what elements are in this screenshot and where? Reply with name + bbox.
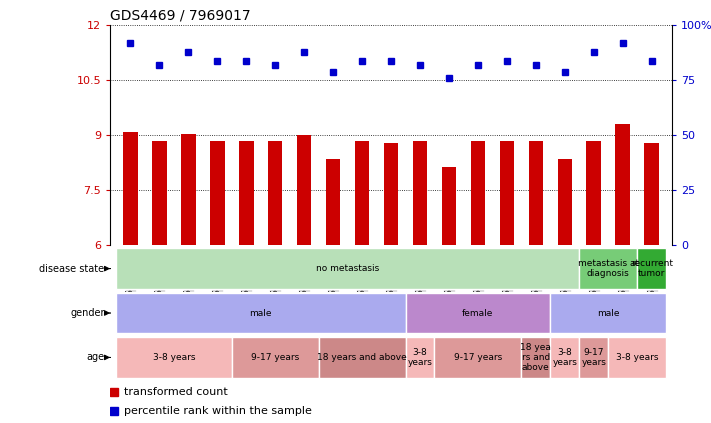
Text: 9-17 years: 9-17 years [251,353,299,362]
Text: recurrent
tumor: recurrent tumor [631,259,673,278]
Bar [152,141,166,245]
Text: male: male [597,308,619,318]
Text: male: male [250,308,272,318]
Bar [637,248,666,289]
Bar [471,141,485,245]
Bar [557,159,572,245]
Bar [528,141,543,245]
Bar [319,337,405,378]
Text: transformed count: transformed count [124,387,228,397]
Bar [521,337,550,378]
Bar [210,141,225,245]
Bar [326,159,341,245]
Bar [355,141,369,245]
Text: female: female [462,308,493,318]
Bar [181,134,196,245]
Bar [116,337,232,378]
Text: 3-8 years: 3-8 years [616,353,658,362]
Bar [232,337,319,378]
Bar [434,337,521,378]
Bar [550,337,579,378]
Bar [116,248,579,289]
Bar [550,293,666,333]
Text: disease state: disease state [40,264,105,274]
Bar [268,141,282,245]
Bar [500,141,514,245]
Bar [405,337,434,378]
Text: no metastasis: no metastasis [316,264,379,273]
Bar [579,337,608,378]
Bar [644,143,659,245]
Text: 18 yea
rs and
above: 18 yea rs and above [520,343,551,372]
Text: 9-17 years: 9-17 years [454,353,502,362]
Bar [239,141,254,245]
Text: 18 years and above: 18 years and above [317,353,407,362]
Bar [405,293,550,333]
Text: metastasis at
diagnosis: metastasis at diagnosis [577,259,638,278]
Bar [587,141,601,245]
Text: percentile rank within the sample: percentile rank within the sample [124,406,312,416]
Text: 3-8
years: 3-8 years [552,348,577,367]
Bar [116,293,405,333]
Text: 9-17
years: 9-17 years [582,348,606,367]
Bar [442,167,456,245]
Bar [616,124,630,245]
Bar [123,132,138,245]
Bar [608,337,666,378]
Bar [384,143,398,245]
Text: 3-8
years: 3-8 years [407,348,432,367]
Text: GDS4469 / 7969017: GDS4469 / 7969017 [110,9,251,23]
Bar [579,248,637,289]
Bar [297,135,311,245]
Text: gender: gender [70,308,105,318]
Text: age: age [87,352,105,363]
Text: 3-8 years: 3-8 years [153,353,195,362]
Bar [413,141,427,245]
